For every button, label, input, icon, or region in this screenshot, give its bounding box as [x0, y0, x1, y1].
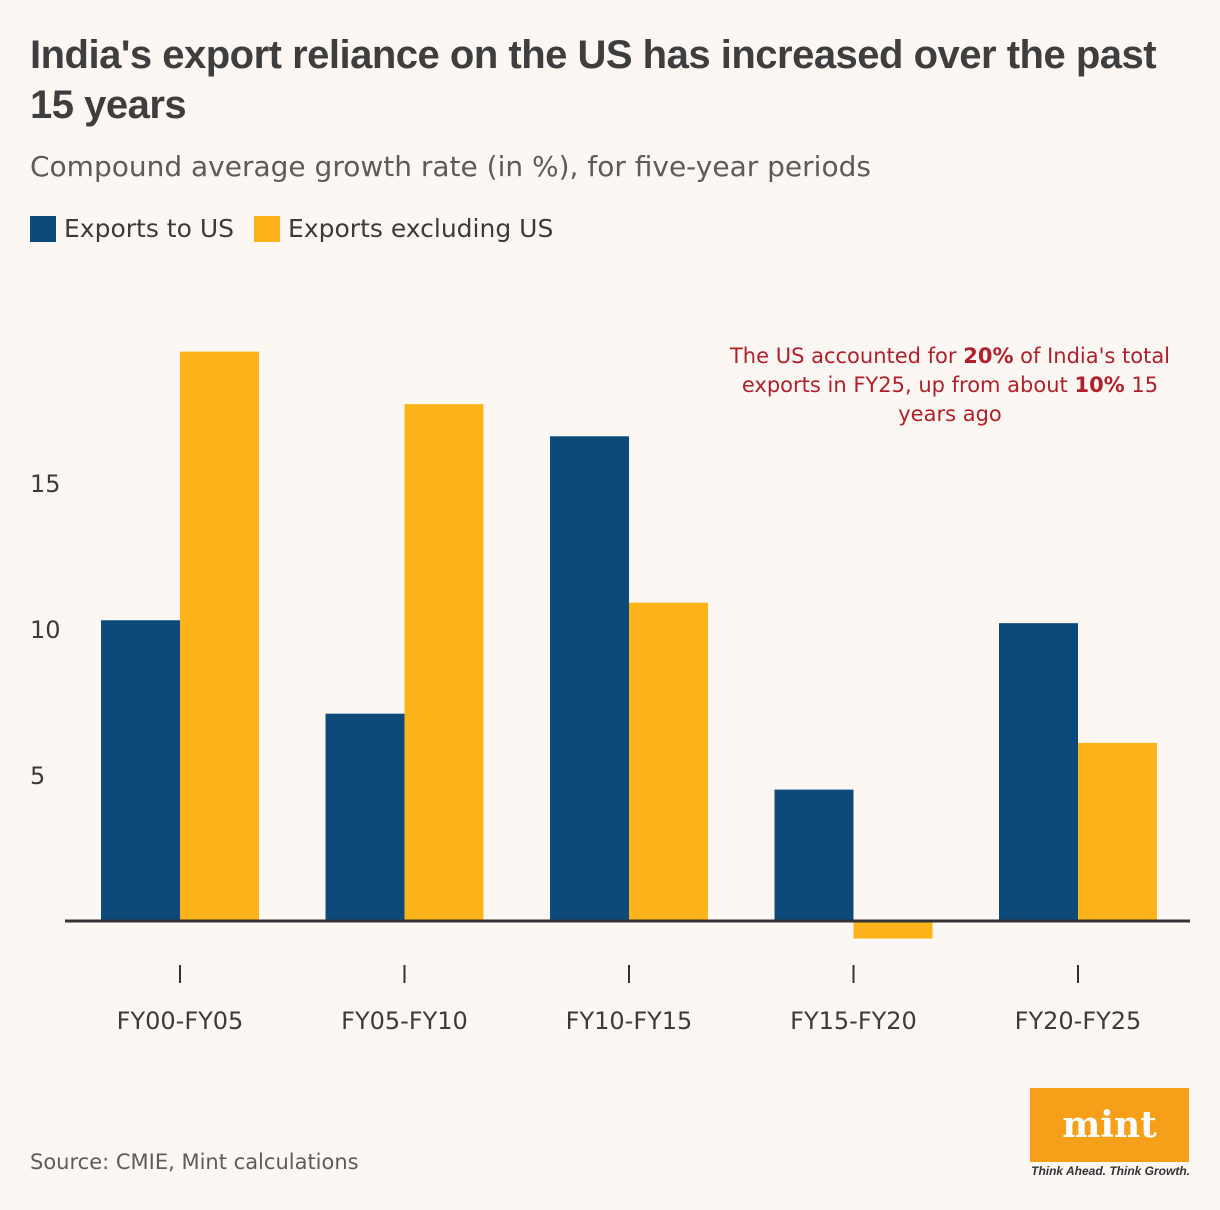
- bar-us-fy20-fy25: [999, 623, 1078, 921]
- x-tick-label-fy15-fy20: FY15-FY20: [790, 1007, 917, 1035]
- bar-us-fy15-fy20: [774, 789, 854, 921]
- legend-swatch-ex-us: [254, 215, 281, 242]
- annotation-highlight-20: 20%: [963, 344, 1014, 368]
- x-tick-label-fy05-fy10: FY05-FY10: [341, 1007, 468, 1035]
- annotation-highlight-10: 10%: [1074, 373, 1125, 397]
- chart-title: India's export reliance on the US has in…: [30, 33, 1157, 127]
- bar-ex-us-fy05-fy10: [404, 404, 484, 921]
- legend-label-ex-us: Exports excluding US: [288, 214, 554, 243]
- mint-logo: mint: [1030, 1088, 1189, 1162]
- bar-ex-us-fy20-fy25: [1078, 742, 1157, 921]
- y-tick-label-5: 5: [30, 762, 45, 790]
- legend-item-us: Exports to US: [30, 214, 234, 243]
- annotation-text-3: 15 years ago: [898, 373, 1159, 426]
- bar-us-fy00-fy05: [101, 620, 180, 921]
- legend-swatch-us: [30, 215, 56, 242]
- bar-ex-us-fy10-fy15: [629, 602, 708, 921]
- source-note: Source: CMIE, Mint calculations: [30, 1150, 359, 1174]
- x-tick-label-fy10-fy15: FY10-FY15: [566, 1007, 693, 1035]
- legend: Exports to US Exports excluding US: [30, 214, 573, 243]
- annotation-text-1: The US accounted for: [729, 344, 964, 368]
- annotation-text-2: of India's total exports in FY25, up fro…: [741, 344, 1171, 397]
- legend-item-ex-us: Exports excluding US: [254, 214, 553, 243]
- y-tick-label-15: 15: [30, 470, 61, 498]
- bar-ex-us-fy00-fy05: [180, 351, 259, 922]
- bar-ex-us-fy15-fy20: [853, 921, 933, 939]
- annotation-note: The US accounted for 20% of India's tota…: [720, 342, 1180, 429]
- chart-subtitle: Compound average growth rate (in %), for…: [30, 150, 871, 183]
- logo-tagline: Think Ahead. Think Growth.: [1031, 1164, 1190, 1178]
- bar-us-fy05-fy10: [325, 713, 405, 921]
- x-tick-label-fy20-fy25: FY20-FY25: [1015, 1007, 1142, 1035]
- y-tick-label-10: 10: [30, 616, 61, 644]
- legend-label-us: Exports to US: [64, 214, 235, 243]
- x-tick-label-fy00-fy05: FY00-FY05: [117, 1007, 244, 1035]
- bar-us-fy10-fy15: [550, 436, 629, 921]
